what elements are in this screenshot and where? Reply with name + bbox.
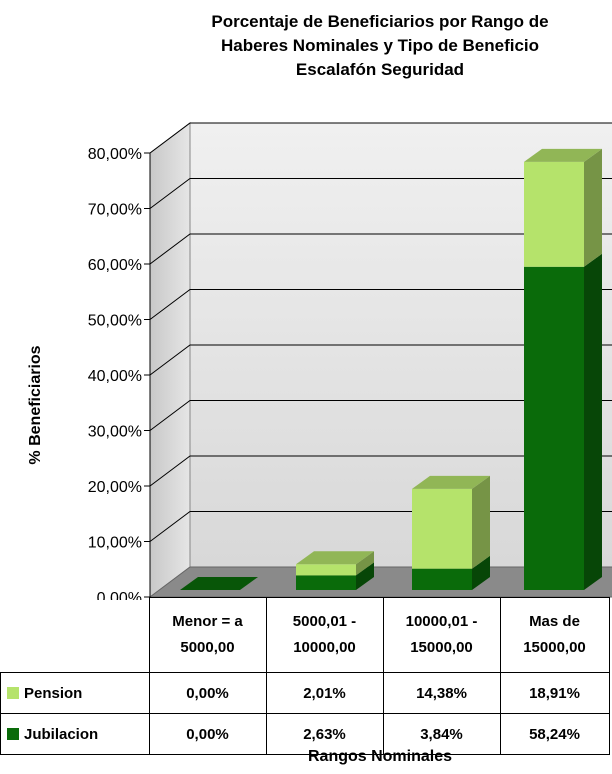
y-tick-label: 10,00% — [88, 535, 142, 552]
table-cell: 14,38% — [382, 672, 501, 714]
legend-entry-pension: Pension — [0, 672, 150, 714]
y-tick-label: 40,00% — [88, 368, 142, 385]
bar-pension — [412, 488, 472, 569]
table-header-row: Menor = a 5000,00 5000,01 - 10000,00 100… — [1, 597, 610, 673]
bar-side-jubilacion — [356, 562, 374, 590]
x-axis-title: Rangos Nominales — [307, 748, 453, 765]
legend-label: Pension — [24, 684, 83, 702]
gridline — [149, 344, 612, 376]
table-row-jubilacion: Jubilacion 0,00% 2,63% 3,84% 58,24% — [0, 713, 610, 755]
bar-side-pension — [472, 475, 490, 569]
category-label: Menor = a — [172, 613, 243, 630]
chart-title-line: Porcentaje de Beneficiarios por Rango de — [211, 12, 549, 31]
chart-title-line: Escalafón Seguridad — [295, 60, 465, 79]
bar-top — [296, 551, 374, 565]
table-cell: 3,84% — [382, 713, 501, 755]
y-tick-label: 80,00% — [88, 146, 142, 163]
table-cell: 2,01% — [265, 672, 384, 714]
data-table: Menor = a 5000,00 5000,01 - 10000,00 100… — [0, 597, 610, 755]
table-cell: 58,24% — [499, 713, 610, 755]
y-axis-title: % Beneficiarios — [27, 345, 44, 464]
bar-chart: 0,00% 10,00% 20,00% 30,00% 40,00% 50,00% 60,00… — [27, 122, 612, 600]
bar-jubilacion — [524, 266, 584, 590]
y-tick-label: 60,00% — [88, 257, 142, 274]
y-tick-label: 20,00% — [88, 479, 142, 496]
table-row-pension: Pension 0,00% 2,01% 14,38% 18,91% — [0, 672, 610, 714]
bar-pension — [524, 161, 584, 267]
bars — [180, 148, 602, 590]
chart-title-line: Haberes Nominales y Tipo de Beneficio — [220, 36, 540, 55]
bar-top — [524, 148, 602, 162]
y-axis-ticks: 0,00% 10,00% 20,00% 30,00% 40,00% 50,00% 60,00… — [88, 146, 151, 600]
category-header: Menor = a 5000,00 — [148, 597, 267, 673]
table-cell: 2,63% — [265, 713, 384, 755]
gridline — [149, 178, 612, 209]
y-tick-label: 30,00% — [88, 424, 142, 441]
bar-side-pension — [356, 551, 374, 576]
legend-label: Jubilacion — [24, 725, 99, 743]
bar-jubilacion — [296, 575, 356, 590]
table-cell: 0,00% — [148, 713, 267, 755]
gridline — [149, 233, 612, 265]
category-label: Mas de — [529, 613, 580, 630]
category-header: 5000,01 - 10000,00 — [265, 597, 384, 673]
gridline — [149, 400, 612, 431]
bar-top — [412, 475, 490, 489]
chart-title: Porcentaje de Beneficiarios por Rango de… — [150, 10, 610, 82]
legend-entry-jubilacion: Jubilacion — [0, 713, 150, 755]
bar-top — [180, 577, 258, 590]
bar-side-jubilacion — [584, 253, 602, 590]
category-header: 10000,01 - 15000,00 — [382, 597, 501, 673]
bar-side-jubilacion — [472, 555, 490, 590]
legend-swatch-pension — [7, 686, 19, 699]
gridline — [149, 122, 612, 154]
category-label: 10000,01 - — [405, 613, 478, 630]
category-label: 15000,00 — [410, 639, 473, 656]
category-header: Mas de 15000,00 — [499, 597, 610, 673]
category-label: 5000,01 - — [292, 613, 357, 630]
table-cell: 18,91% — [499, 672, 610, 714]
bar-side-pension — [584, 148, 602, 267]
gridline — [149, 289, 612, 320]
y-tick-label: 50,00% — [88, 313, 142, 330]
category-label: 10000,00 — [293, 639, 356, 656]
category-label: 5000,00 — [180, 639, 235, 656]
bar-pension — [296, 564, 356, 576]
table-cell: 0,00% — [148, 672, 267, 714]
y-tick-label: 70,00% — [88, 202, 142, 219]
bar-jubilacion — [412, 568, 472, 590]
category-label: 15000,00 — [523, 639, 586, 656]
legend-swatch-jubilacion — [7, 727, 19, 740]
y-tick-label: 0,00% — [97, 590, 142, 600]
gridline — [149, 455, 612, 487]
